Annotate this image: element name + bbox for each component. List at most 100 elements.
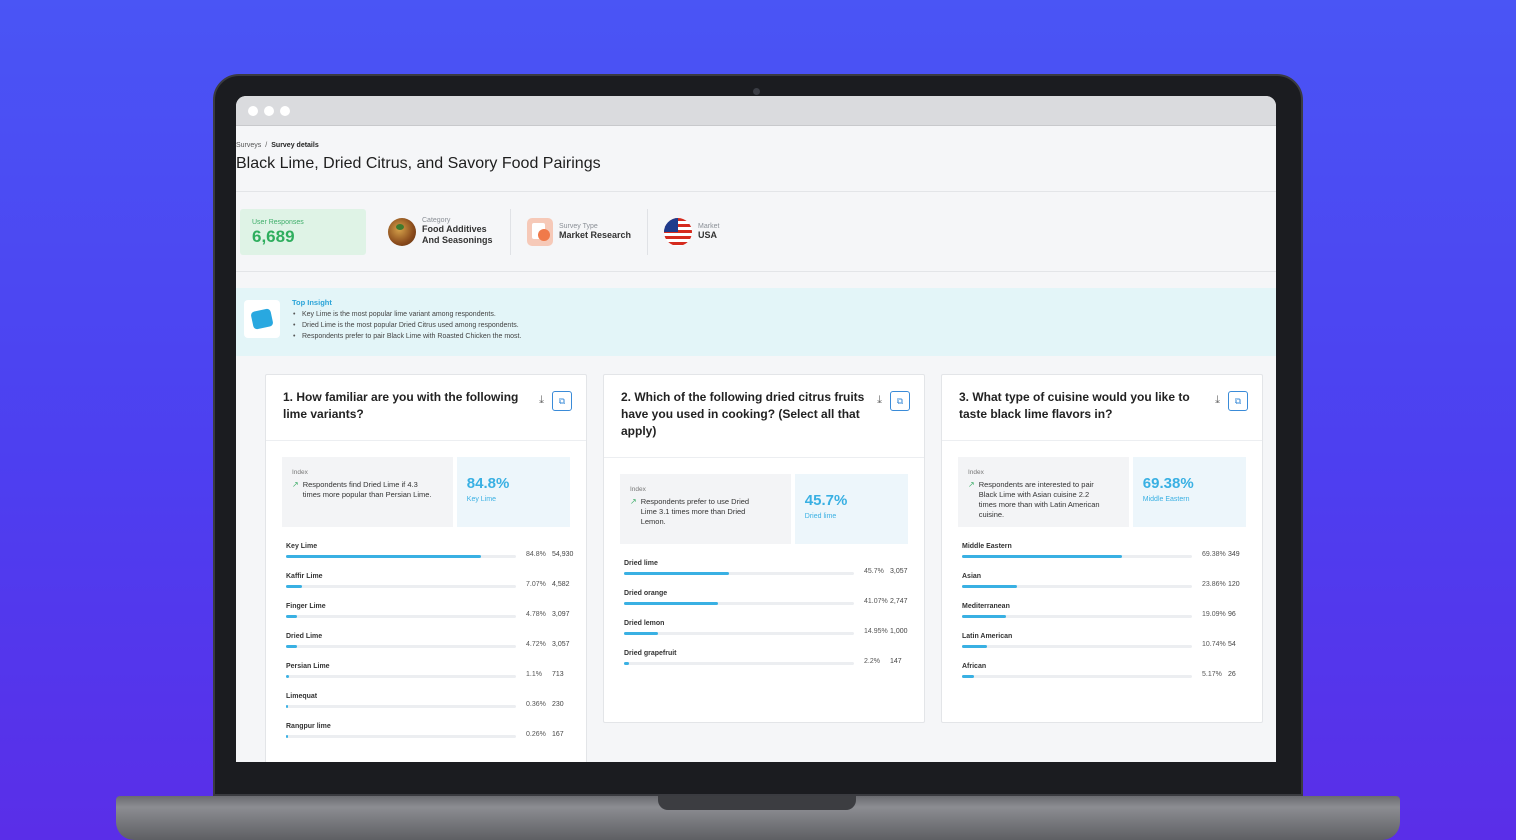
response-count: 54,930	[552, 551, 574, 558]
download-icon[interactable]: ⤓	[539, 394, 544, 406]
response-bar-fill	[286, 615, 297, 618]
response-bar-track	[286, 645, 516, 648]
insight-title: Top Insight	[292, 298, 332, 307]
survey-type-stat: Survey Type Market Research	[510, 208, 647, 255]
response-count: 713	[552, 671, 564, 678]
trend-up-icon: ↗	[630, 497, 637, 506]
response-percent: 41.07%	[864, 598, 888, 605]
export-icon[interactable]: ⧉	[552, 391, 572, 411]
camera-icon	[753, 88, 760, 95]
response-percent: 45.7%	[864, 568, 884, 575]
user-responses-label: User Responses	[252, 218, 304, 226]
response-bar-track	[962, 675, 1192, 678]
breadcrumb-root[interactable]: Surveys	[236, 142, 262, 149]
survey-type-value: Market Research	[559, 229, 632, 240]
response-label: Middle Eastern	[962, 543, 1012, 550]
response-count: 96	[1228, 611, 1236, 618]
response-percent: 19.09%	[1202, 611, 1226, 618]
breadcrumb: Surveys / Survey details	[236, 142, 1276, 149]
response-bar-track	[962, 645, 1192, 648]
response-bar-track	[624, 632, 854, 635]
response-percent: 0.36%	[526, 701, 546, 708]
window-dot-icon[interactable]	[264, 105, 274, 116]
user-responses-card: User Responses 6,689	[240, 208, 366, 255]
index-label: Index	[968, 469, 984, 476]
response-percent: 7.07%	[526, 581, 546, 588]
app-screen: Surveys / Survey details Black Lime, Dri…	[236, 96, 1276, 762]
highlight-caption: Key Lime	[466, 496, 496, 503]
response-row: Middle Eastern 69.38% 349	[962, 543, 1248, 573]
category-label: Category	[422, 217, 451, 224]
spice-bowl-icon	[388, 217, 416, 246]
response-row: Dried lemon 14.95% 1,000	[624, 620, 910, 650]
breadcrumb-current: Survey details	[271, 142, 319, 149]
response-rows: Middle Eastern 69.38% 349 Asian 23.86% 120 Med…	[962, 543, 1248, 693]
highlight-value: 84.8%	[466, 475, 510, 492]
highlight-caption: Middle Eastern	[1142, 496, 1190, 503]
user-responses-value: 6,689	[252, 226, 295, 246]
trend-up-icon: ↗	[968, 480, 975, 489]
download-icon[interactable]: ⤓	[1215, 394, 1220, 406]
export-icon[interactable]: ⧉	[1228, 391, 1248, 411]
response-bar-track	[962, 615, 1192, 618]
response-label: Mediterranean	[962, 603, 1010, 610]
question-title: 1. How familiar are you with the followi…	[283, 390, 519, 421]
response-count: 3,057	[890, 568, 908, 575]
response-bar-track	[962, 555, 1192, 558]
index-text: Respondents are interested to pair Black…	[978, 480, 1100, 519]
response-row: Dried orange 41.07% 2,747	[624, 590, 910, 620]
response-label: Rangpur lime	[286, 723, 331, 730]
question-card-3: 3. What type of cuisine would you like t…	[941, 374, 1263, 723]
response-bar-track	[286, 555, 516, 558]
window-dot-icon[interactable]	[248, 105, 258, 116]
trend-up-icon: ↗	[292, 480, 299, 489]
index-label: Index	[292, 469, 308, 476]
response-bar-track	[962, 585, 1192, 588]
usa-flag-icon	[664, 217, 693, 246]
response-row: Mediterranean 19.09% 96	[962, 603, 1248, 633]
response-label: Dried grapefruit	[624, 650, 677, 657]
survey-type-icon	[527, 217, 553, 246]
response-percent: 4.72%	[526, 641, 546, 648]
export-icon[interactable]: ⧉	[890, 391, 910, 411]
response-bar-fill	[624, 632, 659, 635]
question-card-1: 1. How familiar are you with the followi…	[265, 374, 587, 762]
index-card: Index ↗ Respondents prefer to use Dried L…	[620, 474, 791, 544]
response-row: Limequat 0.36% 230	[286, 693, 572, 723]
response-bar-fill	[286, 645, 297, 648]
highlight-card: 45.7% Dried lime	[794, 474, 908, 544]
response-bar-fill	[624, 662, 630, 665]
highlight-card: 69.38% Middle Eastern	[1132, 457, 1246, 527]
index-card: Index ↗ Respondents are interested to pai…	[958, 457, 1129, 527]
response-row: Rangpur lime 0.26% 167	[286, 723, 572, 753]
insight-item: Dried Lime is the most popular Dried Cit…	[292, 320, 521, 331]
response-row: Dried lime 45.7% 3,057	[624, 560, 910, 590]
response-percent: 1.1%	[526, 671, 542, 678]
response-bar-track	[624, 602, 854, 605]
insight-list: Key Lime is the most popular lime varian…	[292, 309, 521, 342]
response-label: Dried lime	[624, 560, 658, 567]
response-count: 167	[552, 731, 564, 738]
response-bar-fill	[962, 555, 1122, 558]
response-bar-track	[286, 585, 516, 588]
market-label: Market	[698, 222, 720, 230]
index-card: Index ↗ Respondents find Dried Lime if 4.…	[282, 457, 453, 527]
response-row: Dried Lime 4.72% 3,057	[286, 633, 572, 663]
response-count: 1,000	[890, 628, 908, 635]
response-count: 2,747	[890, 598, 908, 605]
response-bar-fill	[286, 675, 289, 678]
response-row: Dried grapefruit 2.2% 147	[624, 650, 910, 680]
response-label: Limequat	[286, 693, 318, 700]
download-icon[interactable]: ⤓	[877, 394, 882, 406]
response-count: 54	[1228, 641, 1236, 648]
response-row: Kaffir Lime 7.07% 4,582	[286, 573, 572, 603]
response-bar-fill	[624, 602, 719, 605]
highlight-value: 45.7%	[804, 492, 848, 509]
response-count: 120	[1228, 581, 1240, 588]
response-percent: 23.86%	[1202, 581, 1226, 588]
response-row: Key Lime 84.8% 54,930	[286, 543, 574, 573]
response-bar-track	[286, 735, 516, 738]
market-value: USA	[698, 229, 718, 240]
window-dot-icon[interactable]	[280, 105, 290, 116]
response-percent: 14.95%	[864, 628, 888, 635]
